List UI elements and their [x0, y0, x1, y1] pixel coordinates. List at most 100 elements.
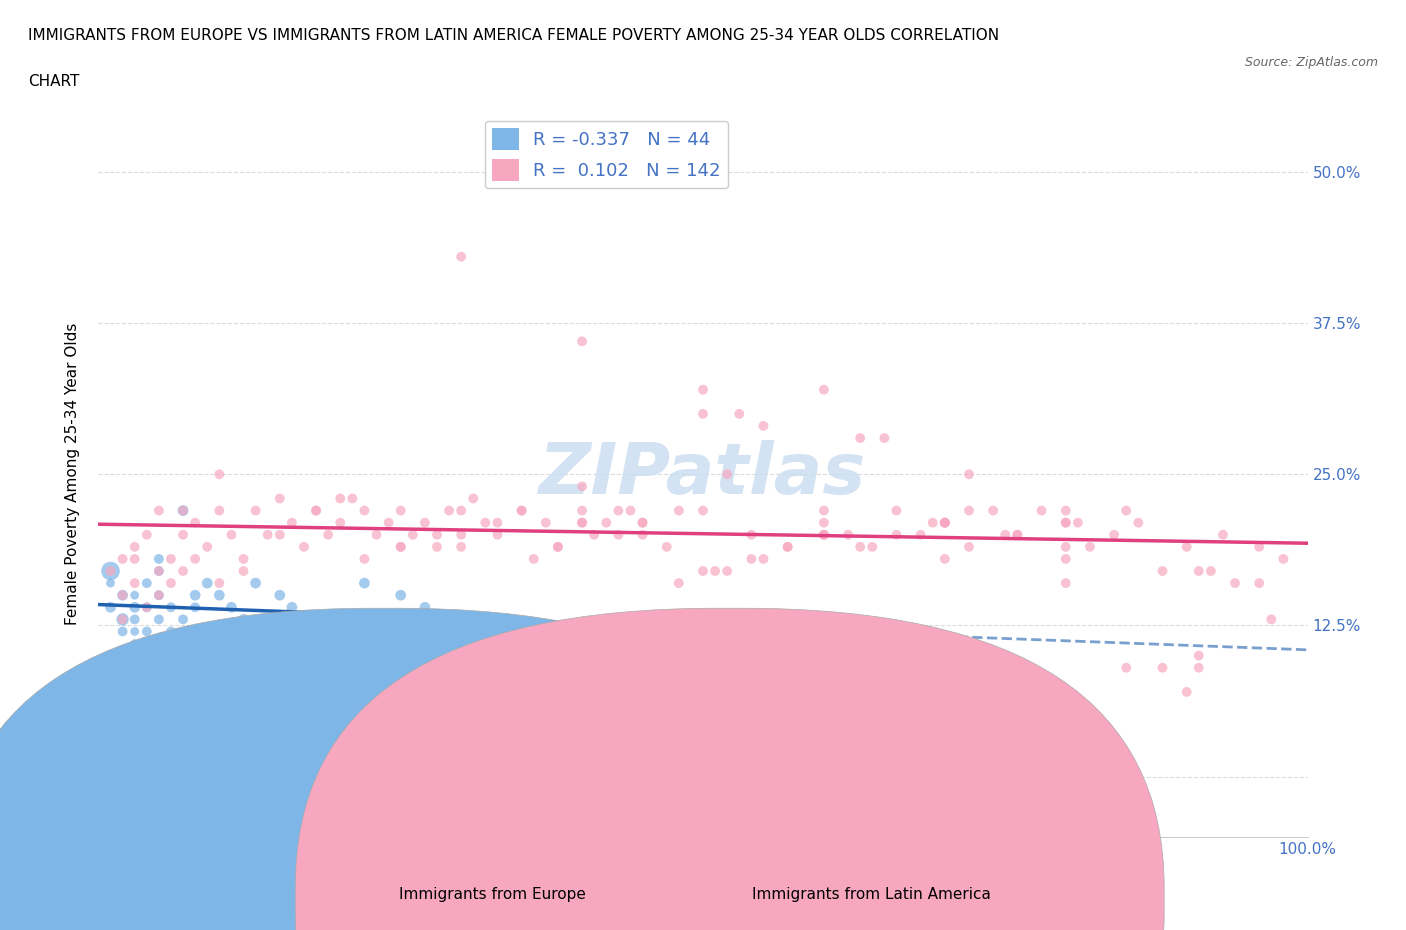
- Point: [1031, 503, 1053, 518]
- Point: [329, 491, 352, 506]
- Point: [692, 564, 714, 578]
- Point: [245, 503, 267, 518]
- Point: [172, 564, 194, 578]
- Point: [353, 576, 375, 591]
- Point: [305, 503, 328, 518]
- Point: [934, 515, 956, 530]
- Text: Immigrants from Latin America: Immigrants from Latin America: [752, 887, 991, 902]
- Point: [256, 527, 278, 542]
- Point: [704, 564, 727, 578]
- Point: [571, 479, 593, 494]
- Point: [849, 431, 872, 445]
- Point: [692, 503, 714, 518]
- Point: [486, 527, 509, 542]
- Point: [208, 467, 231, 482]
- Point: [172, 503, 194, 518]
- Point: [232, 612, 254, 627]
- Point: [269, 588, 291, 603]
- Point: [172, 612, 194, 627]
- Point: [752, 551, 775, 566]
- Point: [837, 527, 859, 542]
- Point: [195, 539, 218, 554]
- Point: [1054, 551, 1077, 566]
- Point: [305, 624, 328, 639]
- Point: [1007, 527, 1029, 542]
- Point: [934, 515, 956, 530]
- Point: [450, 503, 472, 518]
- Point: [463, 624, 485, 639]
- Point: [100, 564, 122, 578]
- Point: [692, 406, 714, 421]
- Point: [1067, 515, 1090, 530]
- Point: [208, 503, 231, 518]
- Point: [111, 624, 134, 639]
- Point: [160, 551, 183, 566]
- Point: [100, 600, 122, 615]
- Point: [292, 539, 315, 554]
- Point: [172, 527, 194, 542]
- Point: [668, 576, 690, 591]
- Point: [486, 515, 509, 530]
- Point: [389, 539, 412, 554]
- Point: [1260, 612, 1282, 627]
- Text: CHART: CHART: [28, 74, 80, 89]
- Point: [413, 515, 436, 530]
- Point: [148, 564, 170, 578]
- Point: [377, 515, 399, 530]
- Point: [426, 539, 449, 554]
- Point: [728, 406, 751, 421]
- Point: [160, 576, 183, 591]
- Point: [957, 467, 980, 482]
- Point: [232, 551, 254, 566]
- Point: [148, 551, 170, 566]
- Point: [413, 600, 436, 615]
- Point: [184, 515, 207, 530]
- Point: [269, 491, 291, 506]
- Point: [1078, 539, 1101, 554]
- Point: [329, 515, 352, 530]
- Point: [571, 503, 593, 518]
- Point: [148, 588, 170, 603]
- Point: [607, 527, 630, 542]
- Point: [111, 612, 134, 627]
- Point: [1115, 503, 1137, 518]
- Point: [148, 564, 170, 578]
- Text: IMMIGRANTS FROM EUROPE VS IMMIGRANTS FROM LATIN AMERICA FEMALE POVERTY AMONG 25-: IMMIGRANTS FROM EUROPE VS IMMIGRANTS FRO…: [28, 28, 1000, 43]
- Point: [534, 515, 557, 530]
- Point: [631, 527, 654, 542]
- Point: [402, 527, 425, 542]
- Point: [547, 539, 569, 554]
- Point: [426, 527, 449, 542]
- Point: [353, 551, 375, 566]
- Point: [1007, 527, 1029, 542]
- Point: [111, 551, 134, 566]
- Point: [1249, 539, 1271, 554]
- Point: [450, 539, 472, 554]
- Point: [450, 249, 472, 264]
- Point: [571, 515, 593, 530]
- Point: [1249, 576, 1271, 591]
- Point: [1188, 648, 1211, 663]
- Point: [813, 527, 835, 542]
- Point: [813, 503, 835, 518]
- Point: [245, 576, 267, 591]
- Point: [1199, 564, 1222, 578]
- Point: [463, 491, 485, 506]
- Point: [849, 539, 872, 554]
- Point: [195, 624, 218, 639]
- Point: [776, 539, 799, 554]
- Point: [776, 539, 799, 554]
- Point: [692, 636, 714, 651]
- Point: [957, 503, 980, 518]
- Point: [184, 588, 207, 603]
- Point: [486, 612, 509, 627]
- Point: [1054, 503, 1077, 518]
- Point: [655, 539, 678, 554]
- Point: [184, 600, 207, 615]
- Point: [994, 527, 1017, 542]
- Point: [571, 515, 593, 530]
- Point: [1128, 515, 1150, 530]
- Point: [124, 576, 146, 591]
- Point: [607, 503, 630, 518]
- Point: [523, 551, 546, 566]
